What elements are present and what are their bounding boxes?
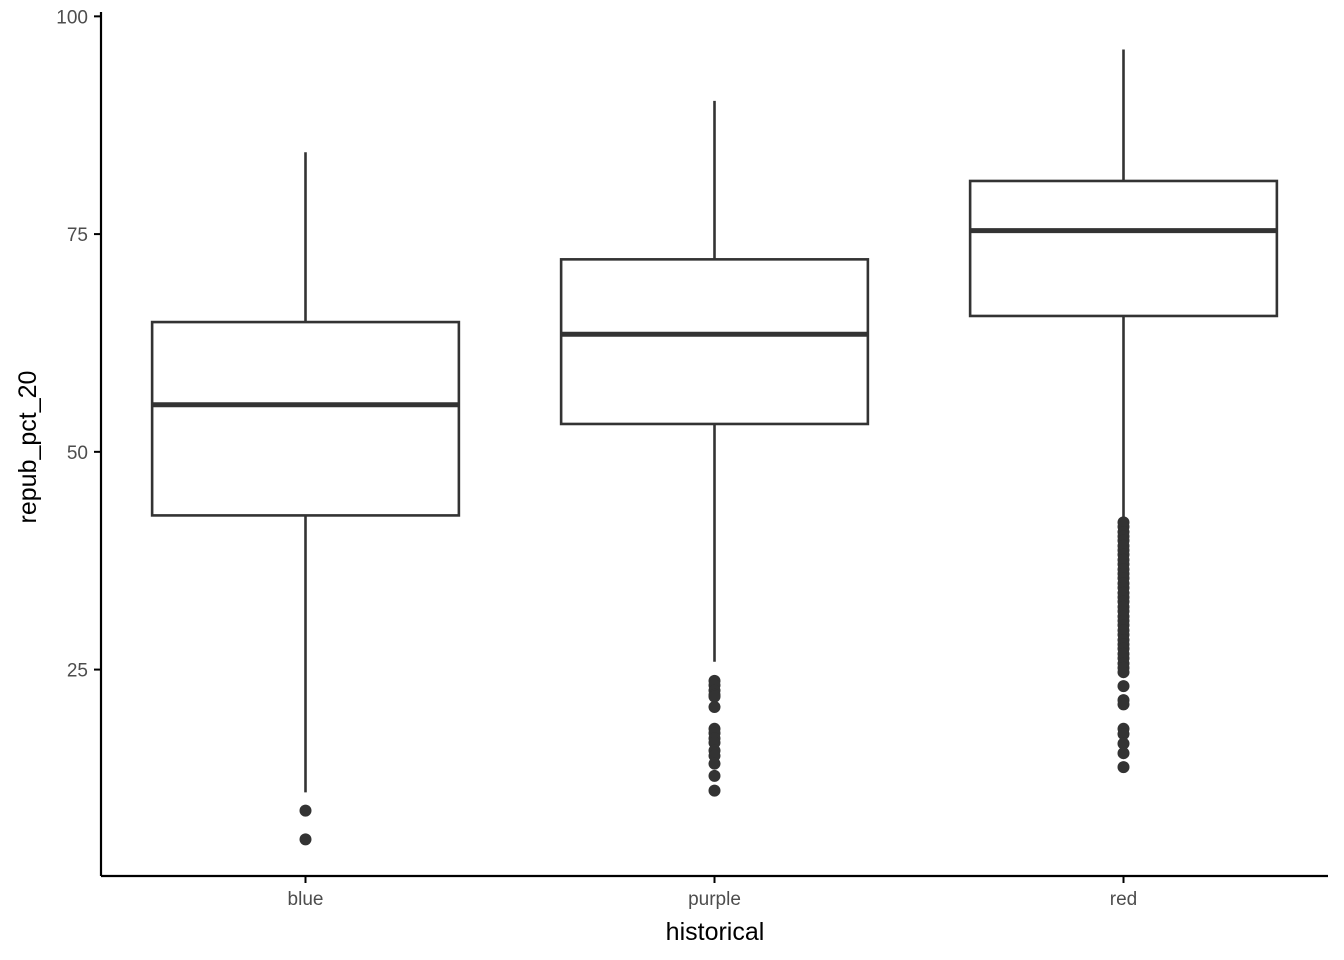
axes: 25 50 75 100 blue purple red <box>56 7 1328 910</box>
outlier-point <box>708 690 721 703</box>
x-tick-label: purple <box>688 889 741 910</box>
outlier-point <box>1117 680 1130 693</box>
x-axis-title: historical <box>666 918 765 946</box>
box-blue <box>150 152 461 846</box>
outlier-point <box>299 833 312 846</box>
y-tick-label: 100 <box>56 7 88 28</box>
outlier-point <box>1117 761 1130 774</box>
outlier-point <box>708 757 721 770</box>
outlier-point <box>708 784 721 797</box>
y-tick-label: 25 <box>67 661 88 682</box>
outlier-point <box>708 701 721 714</box>
outlier-point <box>1117 728 1130 741</box>
outlier-point <box>708 769 721 782</box>
y-tick-label: 50 <box>67 443 88 464</box>
outlier-point <box>1117 698 1130 711</box>
box-red <box>968 49 1279 774</box>
x-tick-label: red <box>1110 889 1137 910</box>
iqr-box <box>968 179 1279 318</box>
outlier-point <box>1117 747 1130 760</box>
outlier-point <box>1117 666 1130 679</box>
outlier-point <box>1117 737 1130 750</box>
y-axis-title: repub_pct_20 <box>14 371 42 524</box>
iqr-box <box>150 320 461 517</box>
box-purple <box>559 100 870 797</box>
y-tick-label: 75 <box>67 225 88 246</box>
iqr-box <box>559 258 870 426</box>
outlier-point <box>299 804 312 817</box>
plot-area <box>150 49 1279 846</box>
x-tick-label: blue <box>288 889 324 910</box>
